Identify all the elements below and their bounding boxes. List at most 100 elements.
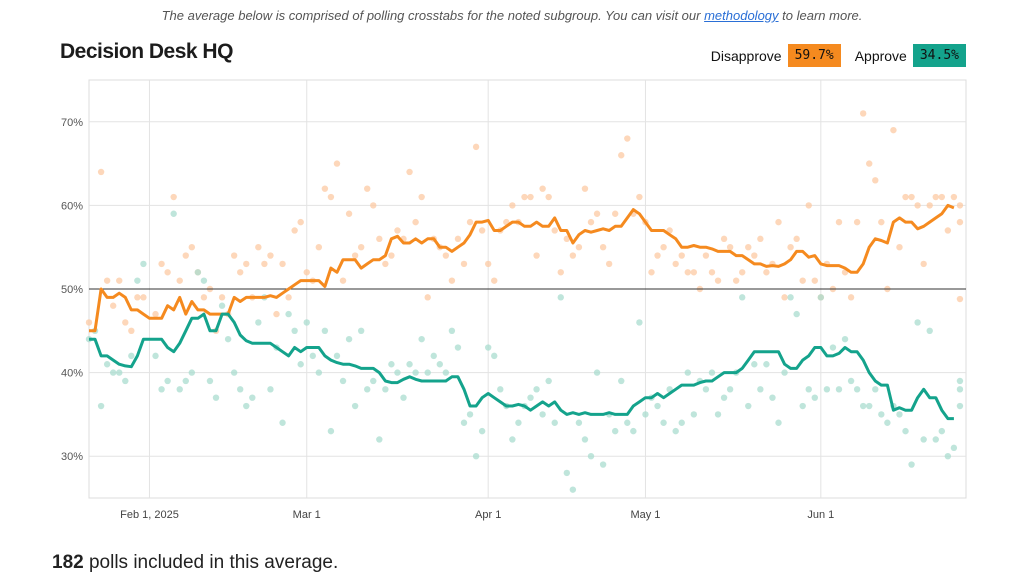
disapprove-poll-dot — [388, 252, 395, 259]
disapprove-poll-dot — [612, 210, 619, 217]
disapprove-poll-dot — [382, 260, 389, 268]
approve-poll-dot — [581, 436, 589, 443]
approve-poll-dot — [624, 419, 631, 426]
approve-poll-dot — [630, 427, 637, 435]
approve-poll-dot — [176, 386, 183, 393]
brand-word-hq: HQ — [202, 40, 233, 63]
approve-poll-dot — [109, 369, 117, 376]
disapprove-poll-dot — [944, 227, 952, 234]
approve-poll-dot — [333, 352, 341, 360]
disapprove-poll-dot — [376, 235, 383, 243]
disapprove-poll-dot — [357, 244, 365, 251]
approve-poll-dot — [309, 352, 316, 360]
approve-poll-dot — [599, 461, 607, 468]
disapprove-poll-dot — [908, 193, 915, 201]
approve-legend-label: Approve — [854, 47, 907, 64]
disapprove-poll-dot — [702, 252, 710, 259]
disapprove-poll-dot — [569, 252, 577, 259]
approve-poll-dot — [859, 402, 867, 410]
x-tick-label: Jun 1 — [807, 509, 834, 521]
approve-poll-dot — [243, 402, 250, 410]
disapprove-poll-dot — [872, 177, 879, 184]
disapprove-poll-dot — [805, 202, 812, 209]
approve-poll-dot — [829, 344, 837, 351]
approve-poll-dot — [466, 411, 474, 418]
x-tick-label: Mar 1 — [293, 509, 321, 521]
disapprove-poll-dot — [285, 294, 292, 301]
disapprove-poll-dot — [321, 185, 329, 192]
approve-poll-dot — [394, 369, 401, 376]
approve-poll-dot — [206, 377, 214, 385]
approve-poll-dot — [593, 369, 601, 376]
disapprove-poll-dot — [243, 260, 250, 268]
poll-count-footer: 182 polls included in this average. — [52, 552, 338, 574]
approve-poll-dot — [872, 386, 879, 393]
disapprove-poll-dot — [793, 235, 800, 243]
disapprove-poll-dot — [890, 126, 897, 134]
disapprove-poll-dot — [424, 294, 431, 301]
disapprove-poll-dot — [454, 235, 462, 243]
disapprove-poll-dot — [781, 294, 788, 301]
approve-poll-dot — [908, 461, 915, 468]
disapprove-poll-dot — [956, 202, 964, 209]
approve-poll-dot — [158, 386, 165, 393]
brand-word-desk: Desk — [148, 40, 198, 63]
y-tick-label: 40% — [61, 368, 83, 380]
disapprove-poll-dot — [230, 252, 238, 259]
disapprove-poll-dot — [484, 260, 492, 268]
disapprove-poll-dot — [466, 218, 474, 226]
x-tick-label: Apr 1 — [475, 509, 501, 521]
approve-poll-dot — [866, 402, 873, 410]
approve-poll-dot — [509, 436, 516, 443]
approve-poll-dot — [188, 369, 196, 376]
poll-dots — [85, 110, 964, 493]
approve-poll-dot — [745, 402, 752, 410]
approve-poll-dot — [950, 444, 958, 452]
approve-poll-dot — [357, 327, 365, 334]
disapprove-poll-dot — [859, 110, 867, 117]
disapprove-poll-dot — [164, 269, 171, 276]
approve-poll-dot — [436, 361, 443, 368]
approve-poll-dot — [739, 294, 746, 301]
disapprove-poll-dot — [442, 252, 450, 259]
disapprove-poll-dot — [799, 277, 806, 284]
approve-poll-dot — [182, 377, 189, 385]
approve-poll-dot — [140, 260, 147, 268]
approve-poll-dot — [364, 386, 371, 393]
approve-poll-dot — [351, 402, 359, 410]
disapprove-poll-dot — [732, 277, 740, 284]
disapprove-poll-dot — [200, 294, 208, 301]
disapprove-poll-dot — [116, 277, 123, 284]
disapprove-poll-dot — [297, 218, 304, 226]
approve-poll-dot — [484, 344, 492, 351]
disapprove-poll-dot — [751, 252, 758, 259]
approve-poll-dot — [285, 310, 292, 318]
approve-poll-dot — [152, 352, 159, 360]
approve-poll-dot — [249, 394, 256, 401]
methodology-link[interactable]: methodology — [704, 8, 779, 23]
disapprove-poll-dot — [109, 302, 117, 309]
approve-poll-dot — [370, 377, 377, 385]
note-text-start: The average below is comprised of pollin… — [161, 8, 701, 23]
disapprove-poll-dot — [847, 294, 855, 301]
disapprove-poll-dot — [394, 227, 401, 234]
disapprove-poll-dot — [478, 227, 486, 234]
disapprove-poll-dot — [315, 244, 323, 251]
disapprove-poll-dot — [624, 135, 631, 142]
disapprove-poll-dot — [188, 244, 196, 251]
approve-poll-dot — [116, 369, 123, 376]
approve-poll-dot — [708, 369, 716, 376]
disapprove-poll-dot — [878, 218, 885, 226]
disapprove-poll-dot — [896, 244, 903, 251]
approve-poll-dot — [775, 419, 782, 426]
disapprove-poll-dot — [237, 269, 244, 276]
disapprove-poll-dot — [412, 218, 419, 226]
disapprove-poll-dot — [787, 244, 794, 251]
disapprove-poll-dot — [351, 252, 359, 259]
approve-poll-dot — [787, 294, 794, 301]
approve-poll-dot — [515, 419, 522, 426]
approve-poll-dot — [618, 377, 625, 385]
approve-poll-dot — [376, 436, 383, 443]
x-tick-label: Feb 1, 2025 — [120, 509, 179, 521]
approve-poll-dot — [956, 386, 964, 393]
